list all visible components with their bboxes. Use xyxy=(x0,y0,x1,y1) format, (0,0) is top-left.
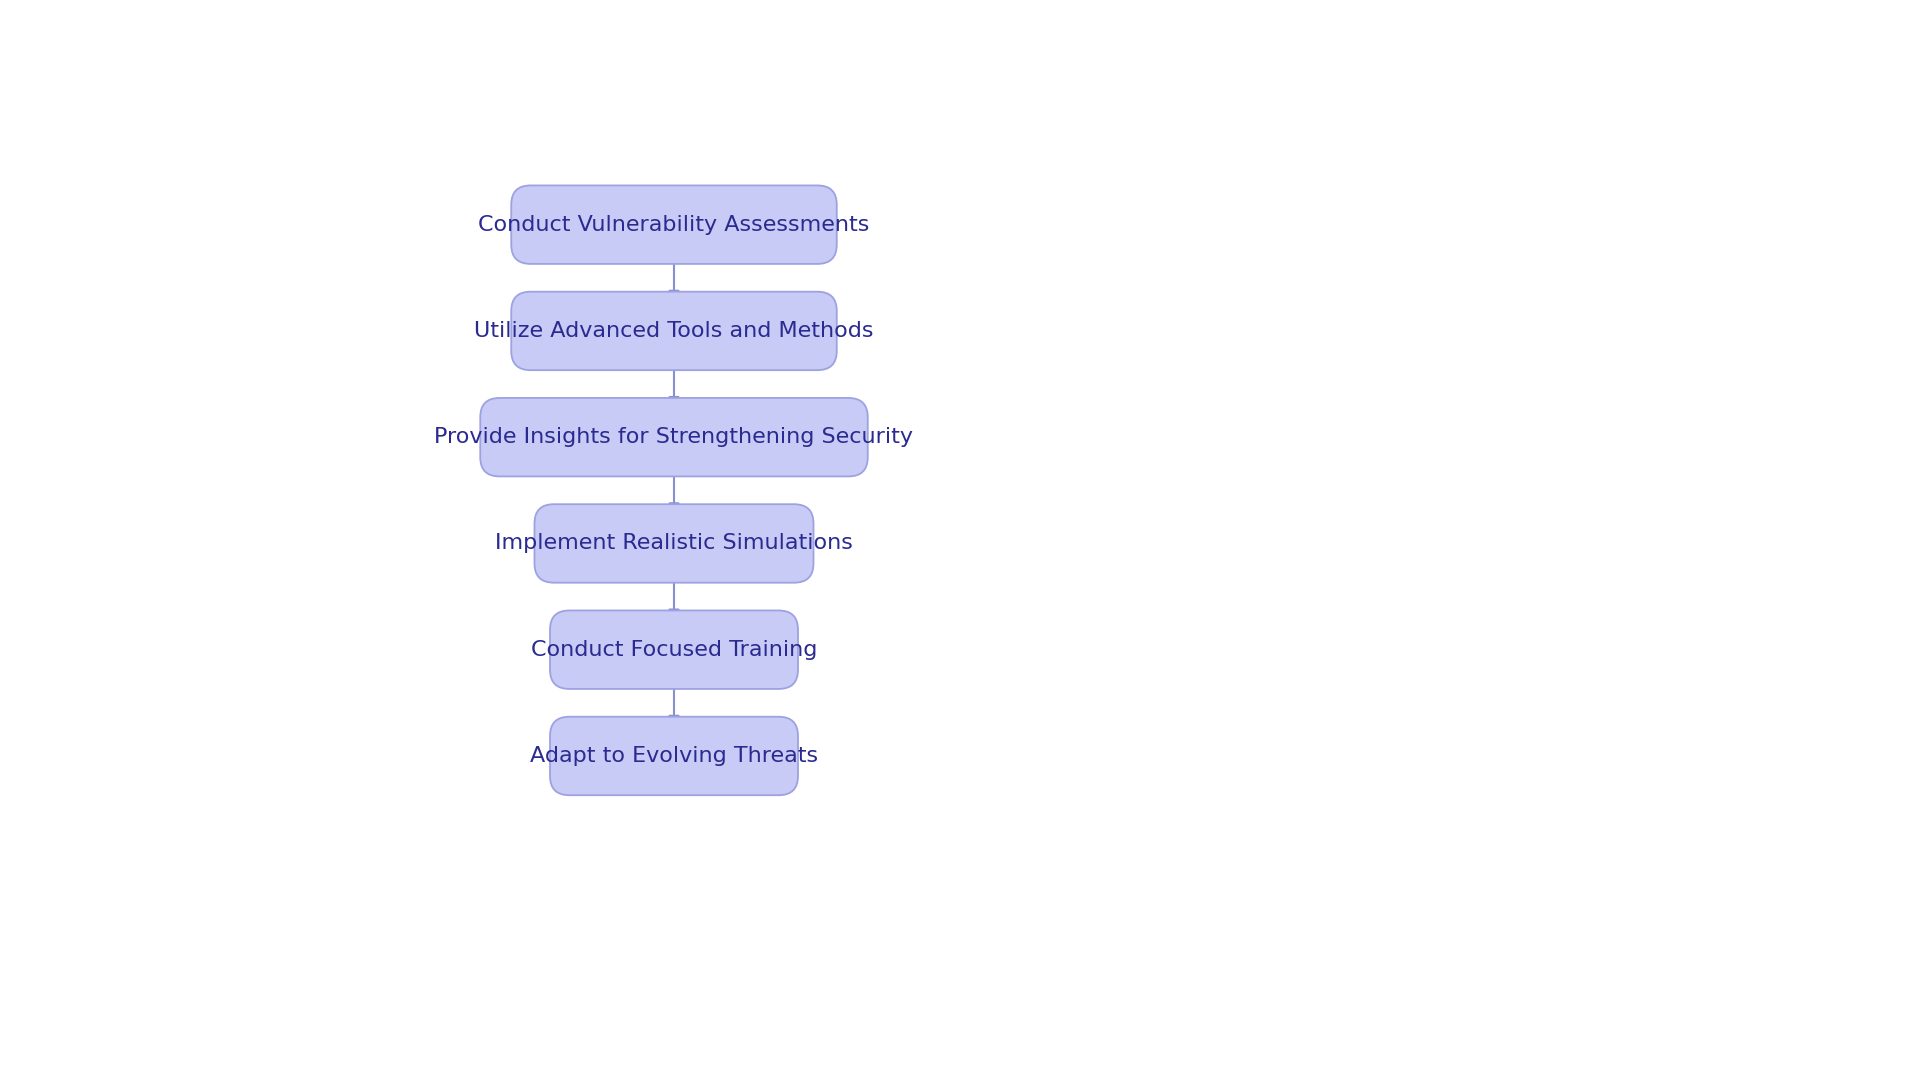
FancyBboxPatch shape xyxy=(549,717,799,795)
Text: Adapt to Evolving Threats: Adapt to Evolving Threats xyxy=(530,746,818,766)
Text: Provide Insights for Strengthening Security: Provide Insights for Strengthening Secur… xyxy=(434,427,914,447)
FancyBboxPatch shape xyxy=(549,611,799,689)
Text: Conduct Vulnerability Assessments: Conduct Vulnerability Assessments xyxy=(478,214,870,235)
FancyBboxPatch shape xyxy=(480,397,868,477)
FancyBboxPatch shape xyxy=(511,291,837,370)
Text: Utilize Advanced Tools and Methods: Utilize Advanced Tools and Methods xyxy=(474,321,874,341)
Text: Implement Realistic Simulations: Implement Realistic Simulations xyxy=(495,534,852,553)
Text: Conduct Focused Training: Conduct Focused Training xyxy=(530,640,818,660)
FancyBboxPatch shape xyxy=(511,185,837,264)
FancyBboxPatch shape xyxy=(534,505,814,583)
